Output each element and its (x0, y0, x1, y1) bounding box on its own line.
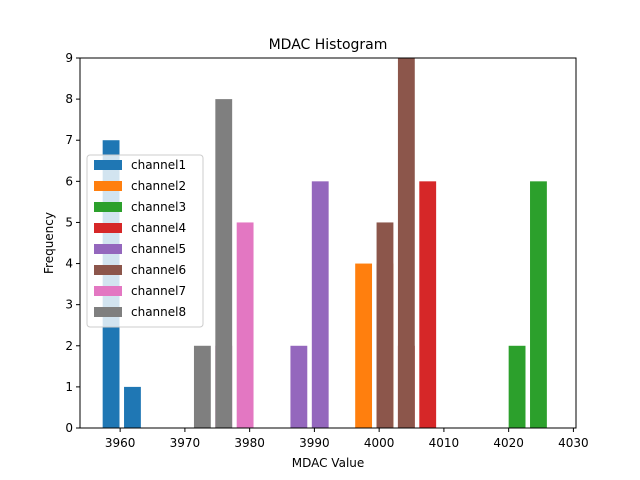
x-tick-label: 3970 (170, 436, 201, 450)
legend-swatch-channel8 (94, 307, 122, 317)
legend-label-channel2: channel2 (131, 179, 186, 193)
legend-swatch-channel1 (94, 160, 122, 170)
bar-channel8-2 (215, 99, 233, 428)
legend-label-channel7: channel7 (131, 284, 186, 298)
y-axis-title: Frequency (42, 212, 56, 274)
bar-channel8-1 (193, 345, 211, 428)
y-tick-label: 6 (65, 174, 73, 188)
x-axis-ticks: 3960 3970 3980 3990 4000 4010 4020 4030 (105, 428, 589, 450)
legend-label-channel4: channel4 (131, 221, 186, 235)
x-tick-label: 4030 (558, 436, 589, 450)
chart-title: MDAC Histogram (269, 37, 388, 53)
y-tick-label: 7 (65, 133, 73, 147)
bar-channel2-1 (355, 263, 373, 428)
bar-channel3-1 (508, 345, 526, 428)
bar-channel6-2 (397, 58, 415, 428)
bar-channel5-1 (290, 345, 308, 428)
legend-items: channel1 channel2 channel3 channel4 channel5… (94, 158, 186, 319)
legend-swatch-channel7 (94, 286, 122, 296)
legend-label-channel8: channel8 (131, 305, 186, 319)
y-tick-label: 2 (65, 339, 73, 353)
y-tick-label: 9 (65, 51, 73, 65)
y-tick-label: 0 (65, 421, 73, 435)
bar-channel1-2 (124, 386, 141, 428)
legend-box (86, 154, 204, 328)
plot-frame (79, 57, 577, 429)
legend-label-channel3: channel3 (131, 200, 186, 214)
legend-label-channel5: channel5 (131, 242, 186, 256)
y-tick-label: 8 (65, 92, 73, 106)
bar-channel3-2 (530, 181, 547, 428)
x-axis-title: MDAC Value (292, 456, 365, 470)
x-tick-label: 4000 (364, 436, 395, 450)
legend-swatch-channel2 (94, 181, 122, 191)
x-tick-label: 4020 (493, 436, 524, 450)
legend-swatch-channel6 (94, 265, 122, 275)
bar-channel4-2 (419, 181, 437, 428)
bars-layer (102, 58, 547, 428)
legend-swatch-channel5 (94, 244, 122, 254)
y-tick-label: 1 (65, 380, 73, 394)
bar-channel6-1 (376, 222, 394, 428)
y-axis-ticks: 0 1 2 3 4 5 6 7 8 9 (65, 51, 80, 435)
bar-channel5-2 (311, 181, 329, 428)
legend: channel1 channel2 channel3 channel4 channel5… (86, 154, 204, 328)
legend-swatch-channel3 (94, 202, 122, 212)
legend-label-channel6: channel6 (131, 263, 186, 277)
x-tick-label: 3960 (105, 436, 136, 450)
bar-channel7-2 (236, 222, 254, 428)
y-tick-label: 5 (65, 215, 73, 229)
x-tick-label: 3990 (299, 436, 330, 450)
y-tick-label: 3 (65, 298, 73, 312)
x-tick-label: 3980 (234, 436, 265, 450)
x-tick-label: 4010 (429, 436, 460, 450)
legend-swatch-channel4 (94, 223, 122, 233)
legend-label-channel1: channel1 (131, 158, 186, 172)
y-tick-label: 4 (65, 257, 73, 271)
